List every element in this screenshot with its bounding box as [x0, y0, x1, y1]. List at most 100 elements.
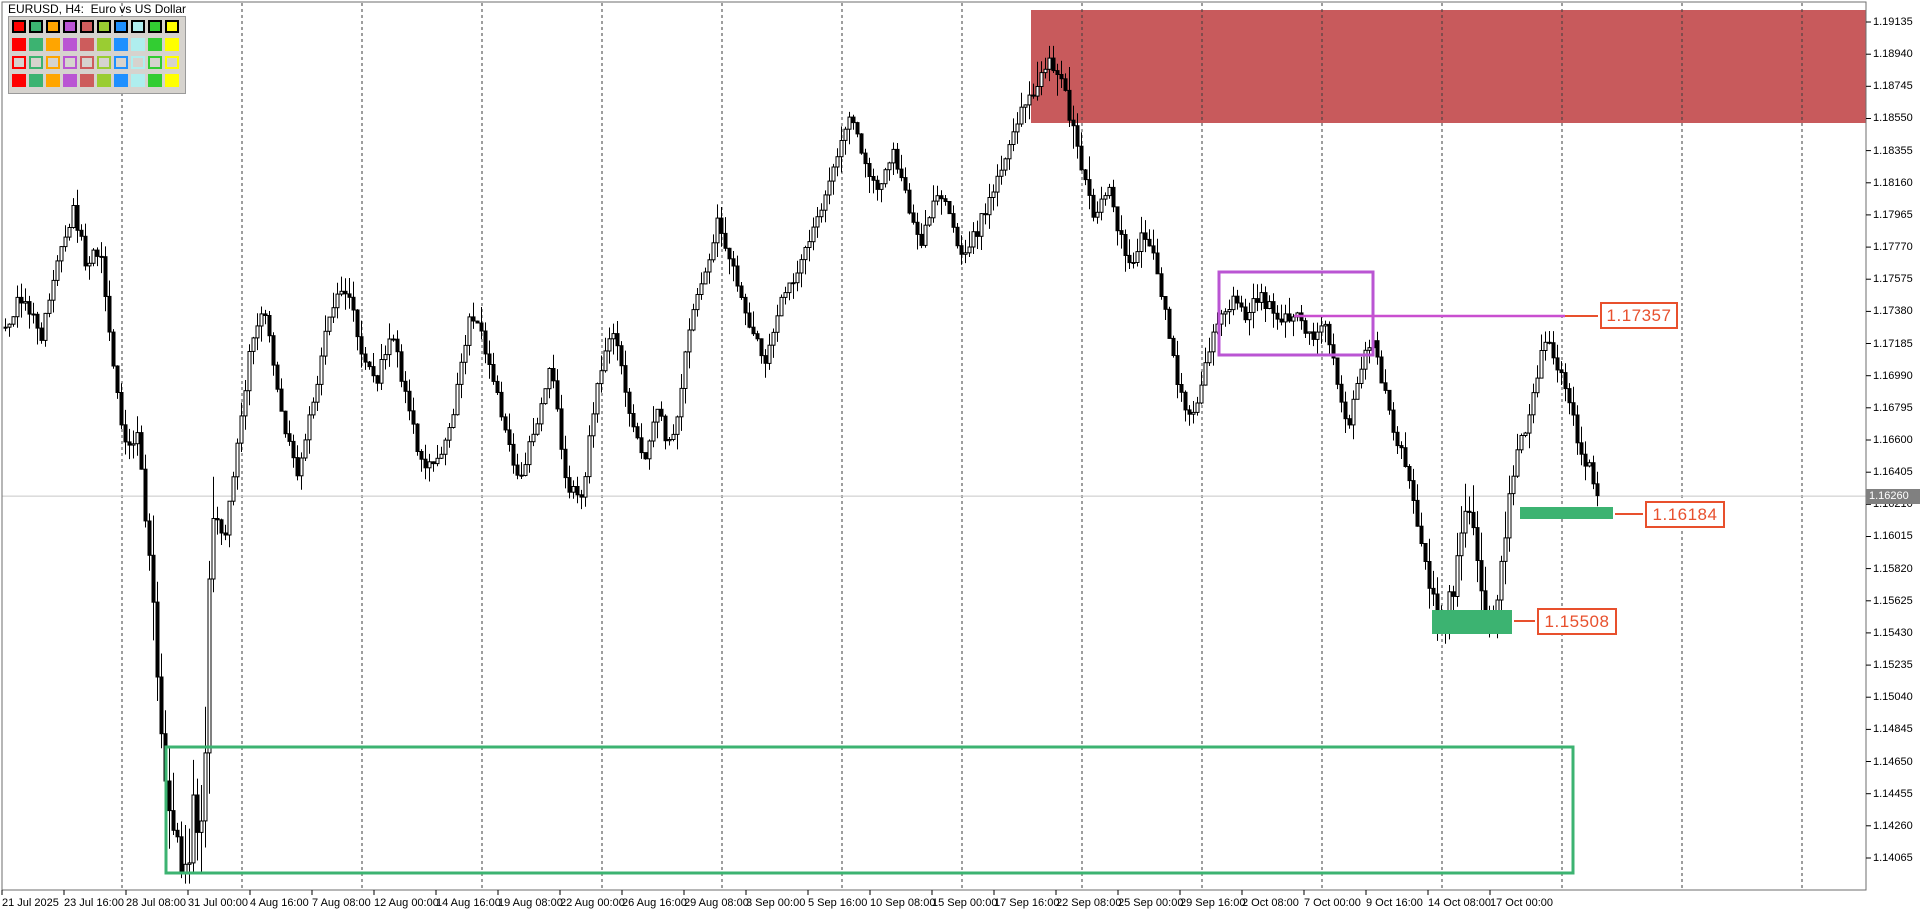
candle-bull — [1463, 510, 1468, 534]
candle-bull — [1539, 350, 1544, 379]
candle-bear — [195, 794, 200, 833]
candle-bear — [1379, 356, 1384, 384]
color-swatch[interactable] — [131, 20, 145, 33]
price-label-support-recent[interactable]: 1.16184 — [1645, 501, 1725, 528]
candle-bull — [1459, 532, 1464, 557]
color-swatch[interactable] — [165, 38, 179, 51]
candle-bear — [915, 221, 920, 235]
price-axis-label: 1.15430 — [1873, 626, 1913, 639]
time-axis-label: 2 Oct 08:00 — [1242, 897, 1299, 909]
color-swatch[interactable] — [29, 20, 43, 33]
color-swatch[interactable] — [80, 20, 94, 33]
candle-bull — [931, 200, 936, 219]
color-swatch[interactable] — [97, 38, 111, 51]
color-swatch[interactable] — [63, 56, 77, 69]
color-swatch[interactable] — [29, 38, 43, 51]
demand-zone-rect[interactable] — [164, 745, 1575, 875]
color-swatch[interactable] — [131, 38, 145, 51]
candle-bear — [175, 829, 180, 838]
color-swatch[interactable] — [80, 56, 94, 69]
color-swatch[interactable] — [46, 20, 60, 33]
candle-bear — [267, 315, 272, 337]
color-swatch[interactable] — [165, 74, 179, 87]
candle-bear — [751, 326, 756, 335]
color-swatch[interactable] — [131, 74, 145, 87]
candle-bear — [1563, 372, 1568, 390]
candle-bull — [383, 354, 388, 361]
price-label-support-low[interactable]: 1.15508 — [1537, 608, 1617, 635]
color-swatch[interactable] — [80, 74, 94, 87]
color-swatch[interactable] — [131, 56, 145, 69]
color-swatch[interactable] — [165, 20, 179, 33]
color-swatch[interactable] — [12, 74, 26, 87]
candle-bear — [1303, 320, 1308, 334]
price-label-resistance[interactable]: 1.17357 — [1600, 302, 1678, 329]
candle-bull — [1359, 368, 1364, 385]
time-axis-label: 5 Sep 16:00 — [808, 897, 868, 909]
color-swatch[interactable] — [46, 56, 60, 69]
chart-frame — [1, 1, 1867, 891]
candle-bear — [151, 554, 156, 603]
color-swatch[interactable] — [80, 38, 94, 51]
candle-bear — [359, 336, 364, 355]
color-swatch[interactable] — [12, 20, 26, 33]
candle-bull — [43, 312, 48, 341]
color-swatch[interactable] — [29, 74, 43, 87]
color-swatch[interactable] — [148, 74, 162, 87]
candle-bear — [1087, 179, 1092, 196]
color-swatch[interactable] — [148, 38, 162, 51]
color-swatch[interactable] — [97, 20, 111, 33]
candle-bear — [399, 351, 404, 382]
candle-bull — [1507, 493, 1512, 539]
candle-bear — [1167, 308, 1172, 339]
color-swatch[interactable] — [12, 56, 26, 69]
candle-bull — [923, 224, 928, 246]
color-swatch[interactable] — [46, 38, 60, 51]
candle-bear — [743, 296, 748, 314]
candle-bear — [103, 256, 108, 298]
support-bar-recent[interactable] — [1520, 507, 1613, 519]
candle-bear — [1183, 391, 1188, 411]
color-swatch[interactable] — [114, 20, 128, 33]
candle-bull — [1227, 309, 1232, 313]
color-swatch[interactable] — [148, 56, 162, 69]
color-swatch[interactable] — [29, 56, 43, 69]
color-swatch[interactable] — [97, 74, 111, 87]
color-swatch[interactable] — [97, 56, 111, 69]
candle-bear — [947, 201, 952, 215]
candle-bear — [1311, 331, 1316, 340]
color-palette-toolbar[interactable] — [8, 16, 186, 94]
color-swatch[interactable] — [46, 74, 60, 87]
support-bar-low[interactable] — [1432, 610, 1512, 634]
candle-bear — [283, 410, 288, 435]
candle-bear — [623, 365, 628, 393]
time-axis-label: 9 Oct 16:00 — [1366, 897, 1423, 909]
candle-bull — [243, 390, 248, 417]
candle-bear — [619, 345, 624, 367]
supply-zone-rect[interactable] — [1031, 10, 1866, 123]
candle-bull — [443, 439, 448, 455]
candle-bull — [335, 293, 340, 309]
color-swatch[interactable] — [114, 56, 128, 69]
candle-bull — [995, 175, 1000, 193]
color-swatch[interactable] — [63, 74, 77, 87]
candle-bull — [843, 128, 848, 141]
candle-bear — [419, 451, 424, 460]
color-swatch[interactable] — [114, 74, 128, 87]
candle-bull — [1523, 432, 1528, 436]
color-swatch[interactable] — [165, 56, 179, 69]
price-axis-label: 1.17380 — [1873, 305, 1913, 318]
candle-bear — [1159, 273, 1164, 297]
candle-bull — [1259, 292, 1264, 303]
candle-bull — [791, 282, 796, 285]
candle-bull — [191, 794, 196, 864]
candle-bear — [415, 423, 420, 453]
color-swatch[interactable] — [114, 38, 128, 51]
color-swatch[interactable] — [12, 38, 26, 51]
color-swatch[interactable] — [63, 20, 77, 33]
color-swatch[interactable] — [148, 20, 162, 33]
candle-bull — [1019, 106, 1024, 125]
color-swatch[interactable] — [63, 38, 77, 51]
consolidation-rect[interactable] — [1217, 270, 1375, 357]
